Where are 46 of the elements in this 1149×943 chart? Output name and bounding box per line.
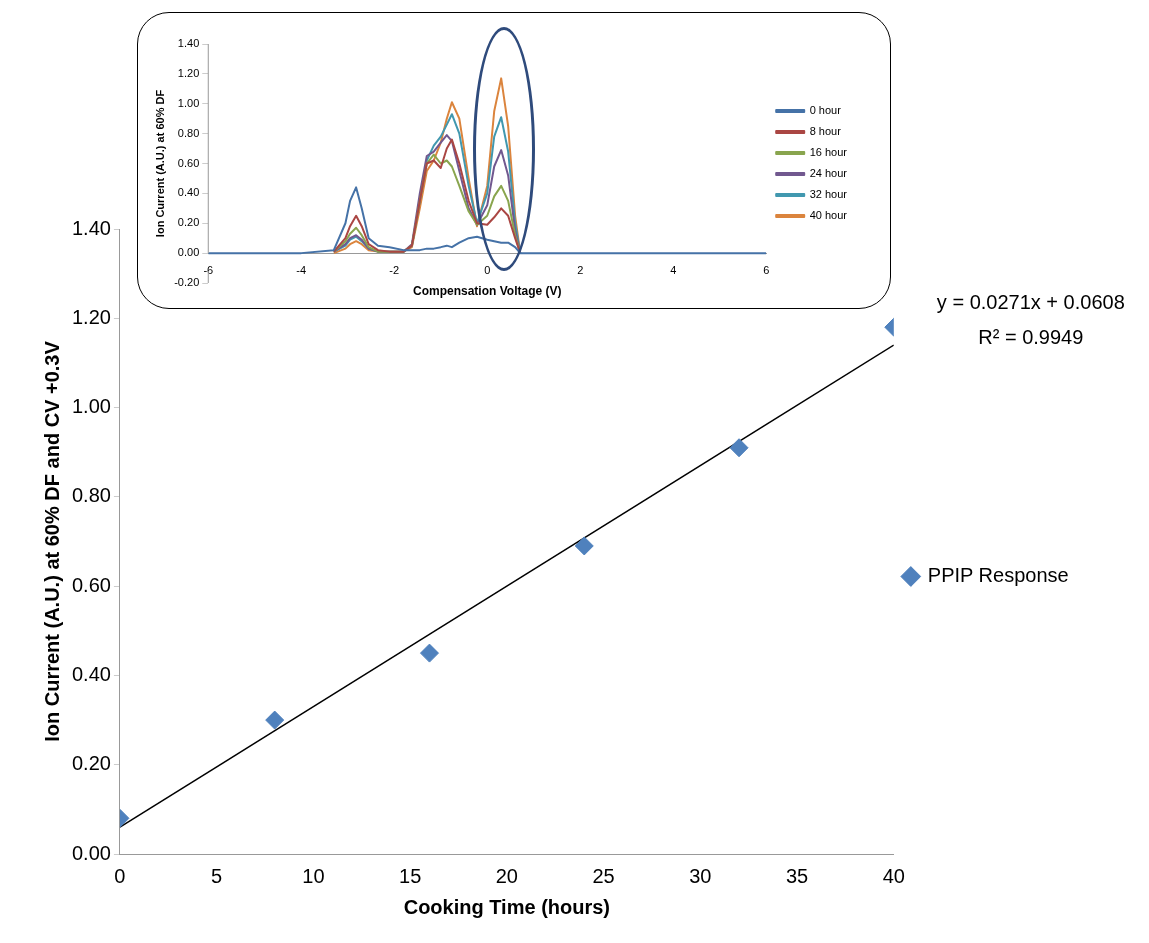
legend-label: 8 hour: [809, 125, 842, 138]
y-tick-label: 0.60: [177, 156, 200, 169]
y-tick-label: 0.20: [177, 216, 200, 229]
x-tick-label: 6: [763, 263, 770, 276]
y-tick-label: 0.00: [177, 246, 200, 259]
y-tick-label: 1.00: [71, 395, 111, 418]
text: R² = 0.9949: [978, 325, 1084, 348]
legend-label: PPIP Response: [927, 564, 1069, 587]
x-tick-label: 20: [495, 864, 518, 887]
y-tick-label: 1.20: [71, 305, 111, 328]
x-tick-label: 4: [670, 263, 677, 276]
x-tick-label: 10: [302, 864, 325, 887]
legend-label: 0 hour: [809, 104, 842, 117]
text: y = 0.0271x + 0.0608: [936, 290, 1125, 313]
x-tick-label: 5: [211, 864, 223, 887]
legend-label: 16 hour: [809, 146, 848, 159]
y-tick-label: -0.20: [174, 276, 200, 289]
legend-label: 32 hour: [809, 188, 848, 201]
x-tick-label: 15: [399, 864, 422, 887]
y-tick-label: 0.20: [71, 752, 111, 775]
y-tick-label: 0.00: [71, 841, 111, 864]
legend-label: 40 hour: [809, 209, 848, 222]
y-axis-title: Ion Current (A.U.) at 60% DF and CV +0.3V: [40, 340, 63, 742]
y-tick-label: 0.40: [71, 662, 111, 685]
x-axis-title: Compensation Voltage (V): [413, 283, 562, 298]
x-tick-label: -2: [389, 263, 400, 276]
x-tick-label: -6: [203, 263, 214, 276]
x-tick-label: 0: [114, 864, 126, 887]
y-tick-label: 1.40: [177, 37, 200, 50]
y-tick-label: 1.00: [177, 96, 200, 109]
x-tick-label: 40: [882, 864, 905, 887]
x-tick-label: 30: [689, 864, 712, 887]
x-tick-label: -4: [296, 263, 307, 276]
y-tick-label: 0.40: [177, 186, 200, 199]
x-tick-label: 0: [484, 263, 491, 276]
x-axis-title: Cooking Time (hours): [403, 895, 611, 918]
y-axis-title: Ion Current (A.U.) at 60% DF: [153, 89, 166, 238]
y-tick-label: 0.80: [71, 484, 111, 507]
x-tick-label: 35: [785, 864, 809, 887]
y-tick-label: 0.60: [71, 573, 111, 596]
legend-label: 24 hour: [809, 167, 848, 180]
y-tick-label: 1.40: [71, 216, 111, 239]
y-tick-label: 1.20: [177, 66, 200, 79]
x-tick-label: 25: [592, 864, 615, 887]
x-tick-label: 2: [577, 263, 584, 276]
y-tick-label: 0.80: [177, 126, 200, 139]
